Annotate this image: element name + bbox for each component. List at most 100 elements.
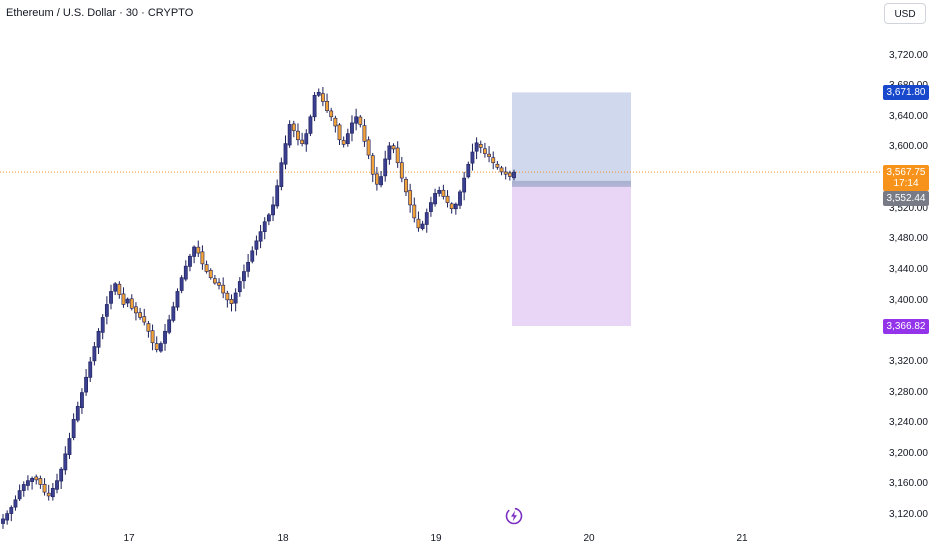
candle[interactable] bbox=[225, 292, 230, 301]
candle[interactable] bbox=[350, 122, 354, 134]
candle[interactable] bbox=[296, 130, 300, 141]
candle[interactable] bbox=[125, 298, 130, 304]
candle[interactable] bbox=[491, 157, 496, 164]
candle[interactable] bbox=[179, 277, 184, 291]
candle[interactable] bbox=[104, 304, 109, 317]
candle[interactable] bbox=[337, 124, 342, 141]
candle[interactable] bbox=[312, 95, 317, 118]
candle[interactable] bbox=[163, 330, 167, 344]
candle[interactable] bbox=[100, 317, 105, 333]
candle[interactable] bbox=[75, 406, 80, 421]
candle[interactable] bbox=[420, 223, 425, 229]
candle[interactable] bbox=[188, 255, 192, 267]
candle[interactable] bbox=[375, 173, 379, 185]
candle[interactable] bbox=[109, 291, 113, 304]
candle[interactable] bbox=[171, 306, 176, 321]
candle[interactable] bbox=[242, 271, 246, 282]
candle[interactable] bbox=[17, 490, 22, 500]
candle[interactable] bbox=[212, 278, 217, 284]
candle[interactable] bbox=[250, 250, 255, 262]
candle[interactable] bbox=[370, 155, 375, 175]
candle[interactable] bbox=[383, 158, 388, 177]
candle[interactable] bbox=[495, 163, 500, 168]
candle[interactable] bbox=[341, 140, 346, 145]
candle[interactable] bbox=[154, 343, 159, 350]
candle[interactable] bbox=[262, 221, 267, 232]
candle[interactable] bbox=[424, 212, 429, 225]
candle[interactable] bbox=[437, 190, 442, 194]
candle[interactable] bbox=[366, 139, 371, 156]
candle[interactable] bbox=[399, 162, 404, 179]
candle[interactable] bbox=[333, 117, 338, 127]
candle[interactable] bbox=[279, 162, 284, 187]
candle[interactable] bbox=[345, 133, 350, 144]
candle[interactable] bbox=[121, 293, 126, 305]
candle[interactable] bbox=[395, 147, 400, 164]
candle[interactable] bbox=[233, 292, 238, 304]
candle[interactable] bbox=[129, 298, 134, 309]
candle[interactable] bbox=[221, 284, 226, 294]
candle[interactable] bbox=[271, 204, 275, 216]
candle[interactable] bbox=[55, 480, 59, 490]
candle[interactable] bbox=[192, 246, 197, 257]
candle[interactable] bbox=[204, 264, 209, 272]
candle[interactable] bbox=[134, 306, 138, 314]
candle[interactable] bbox=[208, 270, 213, 278]
candle[interactable] bbox=[512, 171, 516, 179]
candle[interactable] bbox=[283, 143, 288, 165]
candle[interactable] bbox=[142, 316, 147, 323]
candle[interactable] bbox=[158, 343, 163, 352]
profit-zone[interactable] bbox=[512, 92, 631, 184]
candle[interactable] bbox=[200, 251, 205, 265]
candle[interactable] bbox=[358, 116, 363, 125]
candle[interactable] bbox=[1, 518, 5, 524]
candle[interactable] bbox=[429, 202, 433, 212]
candle[interactable] bbox=[196, 246, 201, 254]
candle[interactable] bbox=[478, 143, 483, 148]
candle[interactable] bbox=[408, 190, 413, 206]
candle[interactable] bbox=[379, 176, 383, 186]
candle[interactable] bbox=[291, 123, 296, 131]
candle[interactable] bbox=[26, 480, 30, 486]
candle[interactable] bbox=[474, 142, 479, 152]
candle[interactable] bbox=[387, 145, 392, 160]
candle[interactable] bbox=[487, 153, 491, 157]
candle[interactable] bbox=[67, 438, 72, 455]
candle[interactable] bbox=[416, 218, 421, 229]
candle[interactable] bbox=[258, 231, 263, 242]
candle[interactable] bbox=[499, 167, 504, 173]
candle[interactable] bbox=[13, 499, 18, 508]
candle[interactable] bbox=[316, 91, 321, 96]
candle[interactable] bbox=[275, 185, 280, 207]
candle[interactable] bbox=[391, 145, 396, 150]
candle[interactable] bbox=[483, 148, 487, 154]
candle[interactable] bbox=[150, 330, 155, 344]
candle[interactable] bbox=[441, 189, 446, 197]
candle[interactable] bbox=[113, 283, 118, 292]
candle[interactable] bbox=[320, 93, 325, 102]
candle[interactable] bbox=[84, 376, 88, 393]
candle[interactable] bbox=[503, 171, 508, 175]
candle[interactable] bbox=[458, 191, 462, 206]
candle[interactable] bbox=[308, 116, 313, 134]
candle[interactable] bbox=[217, 282, 221, 286]
candle[interactable] bbox=[304, 133, 309, 145]
candle[interactable] bbox=[229, 299, 234, 304]
candle[interactable] bbox=[88, 361, 93, 378]
candle[interactable] bbox=[80, 392, 84, 409]
candle[interactable] bbox=[449, 203, 454, 210]
candle[interactable] bbox=[9, 507, 14, 514]
candle[interactable] bbox=[175, 291, 180, 308]
candle[interactable] bbox=[59, 468, 64, 482]
candle[interactable] bbox=[42, 484, 47, 493]
candle[interactable] bbox=[453, 203, 458, 210]
candle[interactable] bbox=[46, 492, 51, 497]
candle[interactable] bbox=[404, 179, 408, 193]
candle[interactable] bbox=[237, 281, 242, 293]
candle[interactable] bbox=[507, 172, 512, 177]
candle[interactable] bbox=[466, 163, 471, 178]
candle[interactable] bbox=[30, 478, 34, 482]
candle[interactable] bbox=[117, 283, 122, 295]
candle[interactable] bbox=[254, 240, 259, 250]
